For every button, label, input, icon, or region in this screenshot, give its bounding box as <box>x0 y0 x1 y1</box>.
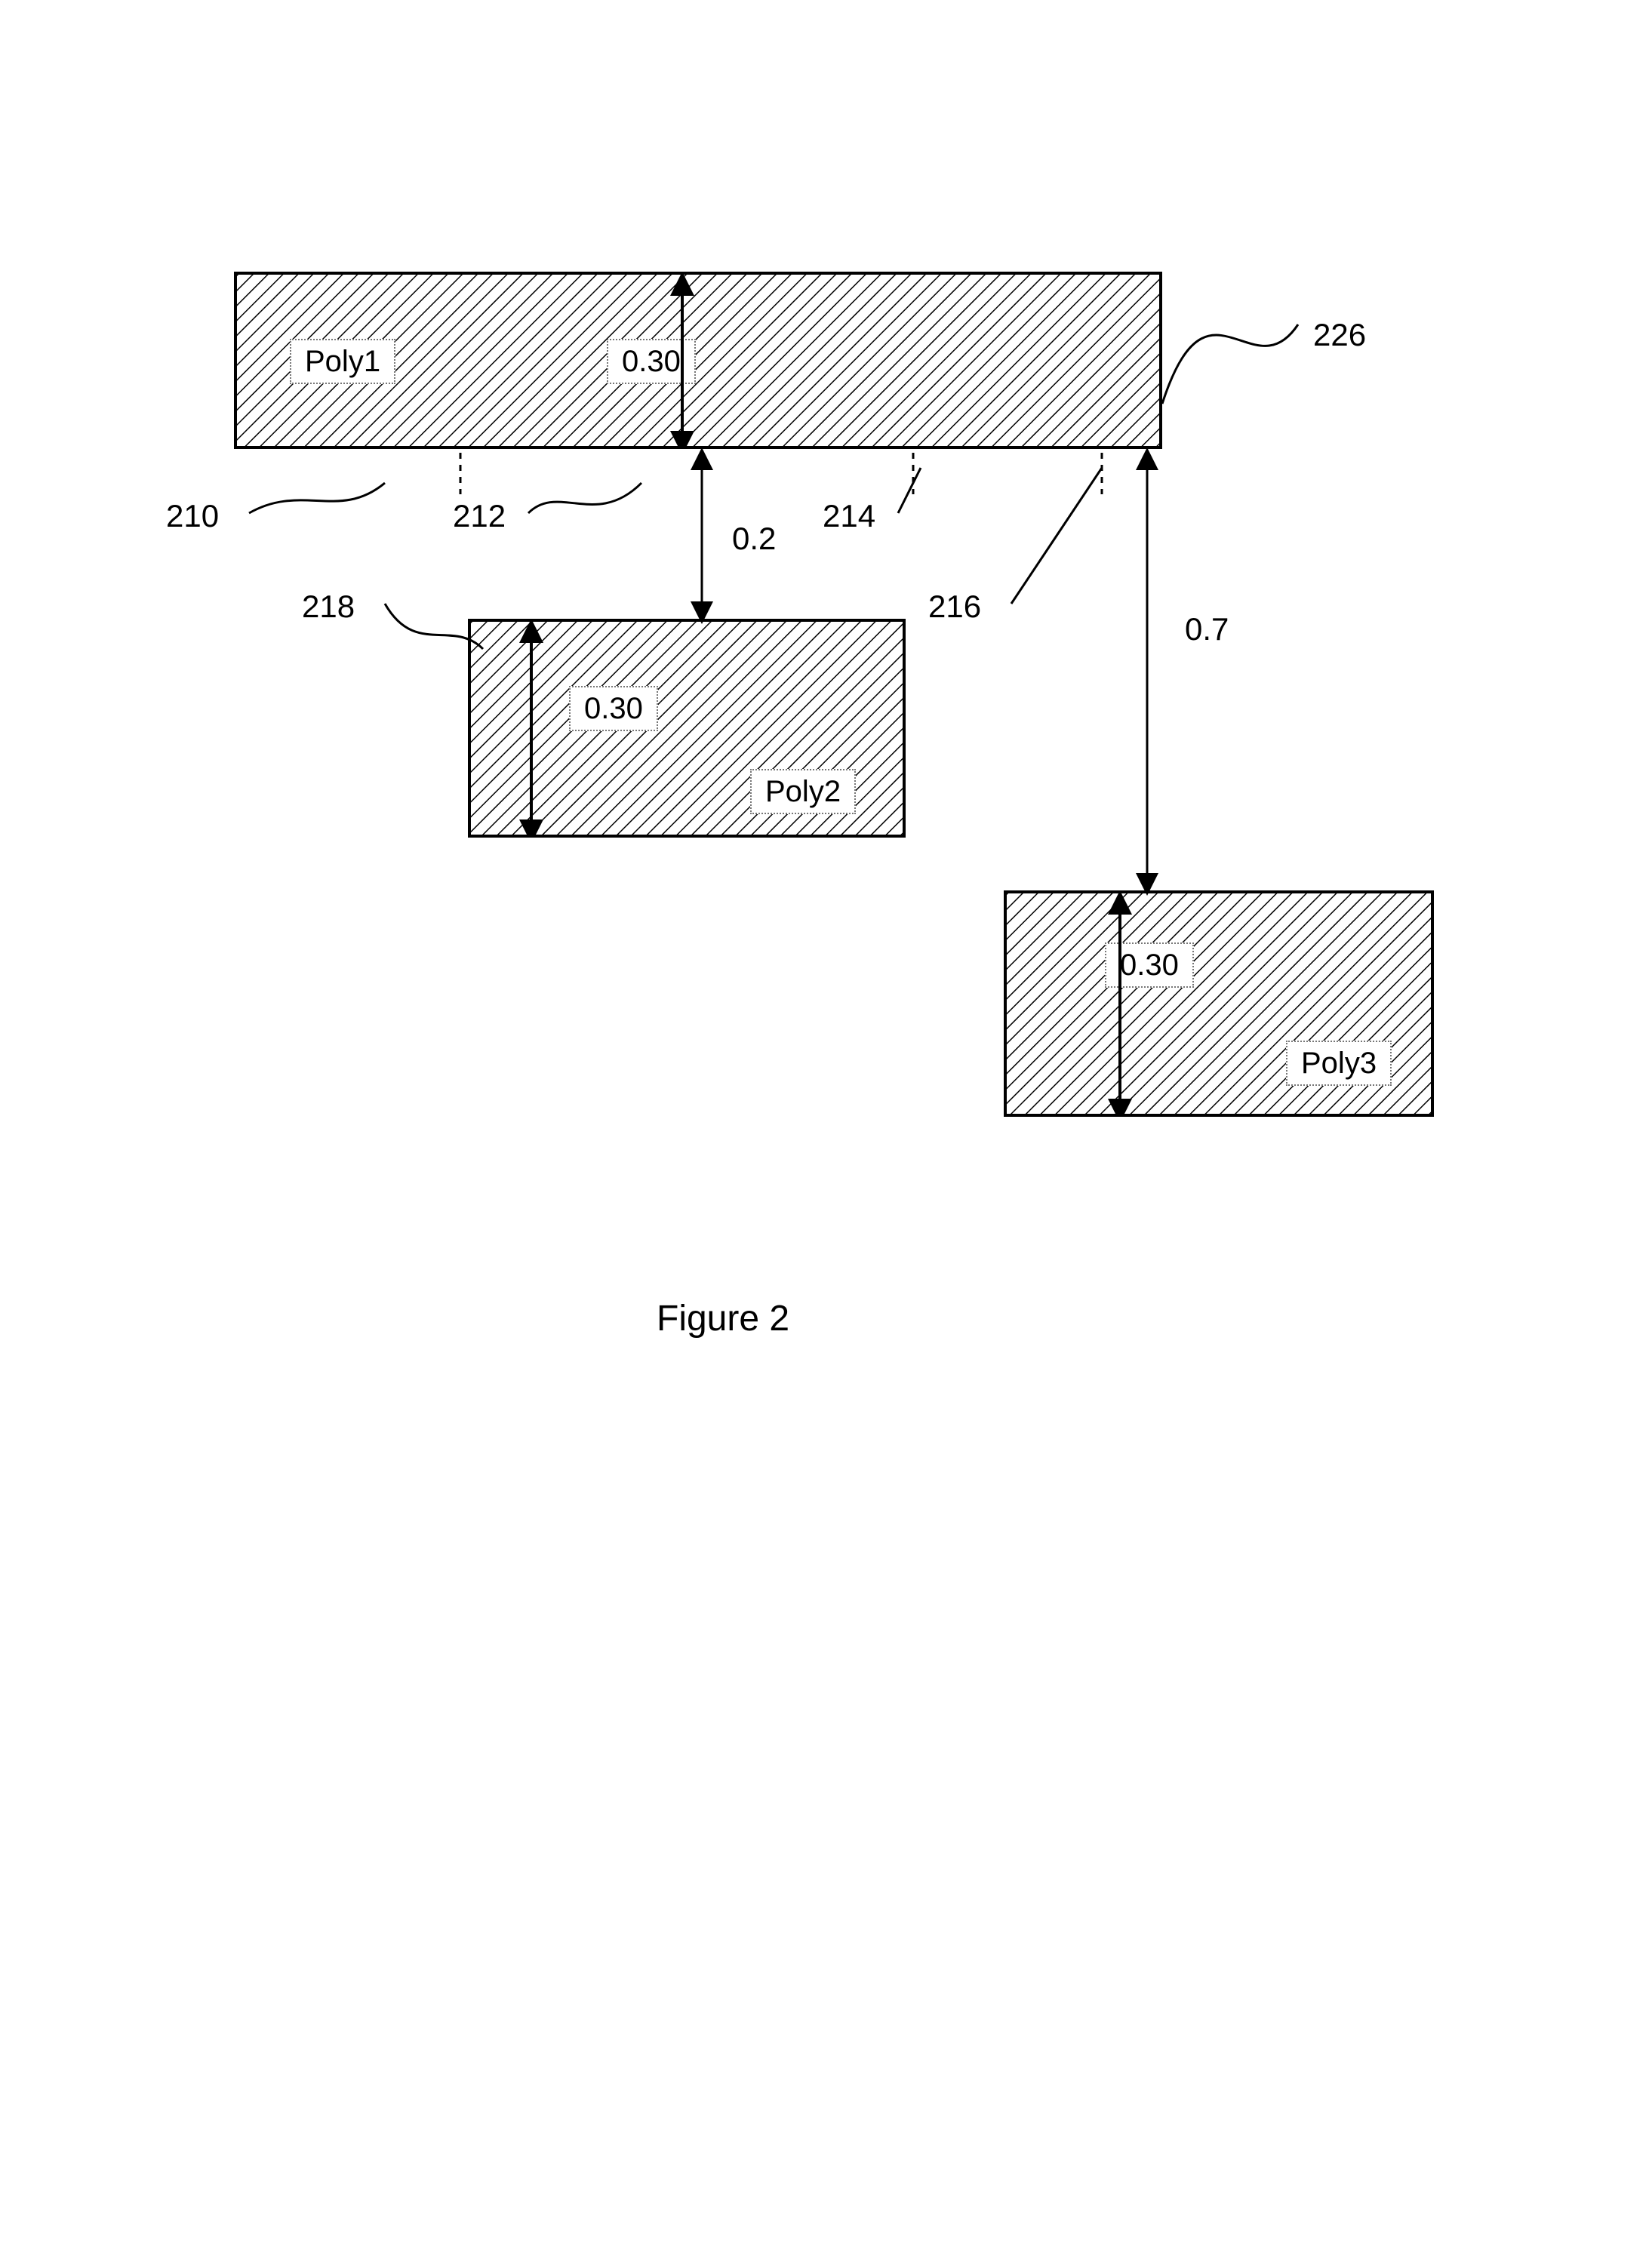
poly3-value-box: 0.30 <box>1105 942 1194 988</box>
callout-212: 212 <box>453 498 506 534</box>
poly1-shape: Poly1 0.30 <box>234 272 1162 449</box>
poly2-name-box: Poly2 <box>750 769 856 814</box>
callout-210: 210 <box>166 498 219 534</box>
callout-216: 216 <box>928 589 981 625</box>
callout-214: 214 <box>823 498 875 534</box>
poly3-name-box: Poly3 <box>1286 1041 1392 1086</box>
poly2-shape: 0.30 Poly2 <box>468 619 906 838</box>
gap-poly1-poly3-label: 0.7 <box>1185 611 1229 647</box>
poly1-name-box: Poly1 <box>290 339 395 384</box>
callout-218: 218 <box>302 589 355 625</box>
callout-226: 226 <box>1313 317 1366 353</box>
gap-poly1-poly2-label: 0.2 <box>732 521 776 557</box>
poly2-value-box: 0.30 <box>569 686 658 731</box>
figure-caption: Figure 2 <box>657 1298 789 1339</box>
figure-canvas: Poly1 0.30 0.30 Poly2 0. <box>0 0 1652 2260</box>
poly1-value-box: 0.30 <box>607 339 696 384</box>
poly3-shape: 0.30 Poly3 <box>1004 890 1434 1117</box>
